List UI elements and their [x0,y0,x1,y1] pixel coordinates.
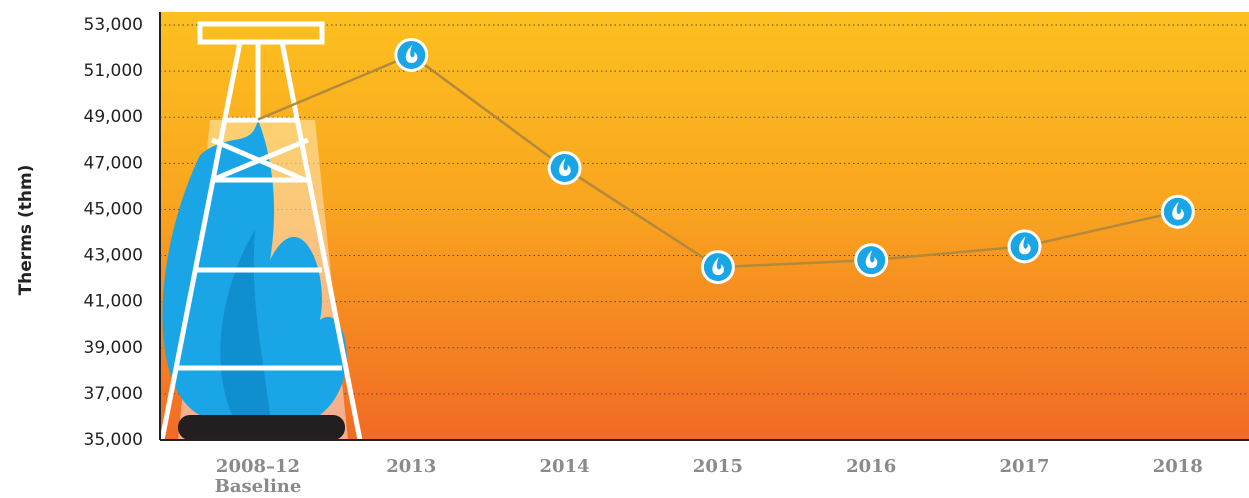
y-tick-label: 53,000 [84,15,143,35]
x-tick-label: 2018 [1153,456,1203,477]
y-tick-label: 45,000 [84,199,143,219]
marker [548,151,582,185]
y-tick-label: 37,000 [84,384,143,404]
chart: Therms (thm) 35,000 37,000 39,000 41,000 43,… [0,0,1249,498]
marker-disc [857,246,885,274]
x-tick-label: 2016 [846,456,896,477]
marker [394,38,428,72]
y-tick-label: 39,000 [84,338,143,358]
marker [1008,229,1042,263]
x-tick-label: 2017 [999,456,1049,477]
marker-disc [1011,232,1039,260]
y-axis-title: Therms (thm) [16,165,36,296]
y-tick-label: 47,000 [84,153,143,173]
x-tick-label: 2014 [540,456,590,477]
y-tick-label: 43,000 [84,246,143,266]
marker [1161,195,1195,229]
marker [854,243,888,277]
marker-disc [704,253,732,281]
marker-disc [551,154,579,182]
y-tick-label: 49,000 [84,107,143,127]
marker-disc [1164,198,1192,226]
y-tick-label: 35,000 [84,430,143,450]
y-tick-label: 41,000 [84,292,143,312]
marker [701,250,735,284]
marker-disc [397,41,425,69]
x-tick-label: 2015 [693,456,743,477]
x-tick-label: 2013 [386,456,436,477]
y-tick-label: 51,000 [84,61,143,81]
